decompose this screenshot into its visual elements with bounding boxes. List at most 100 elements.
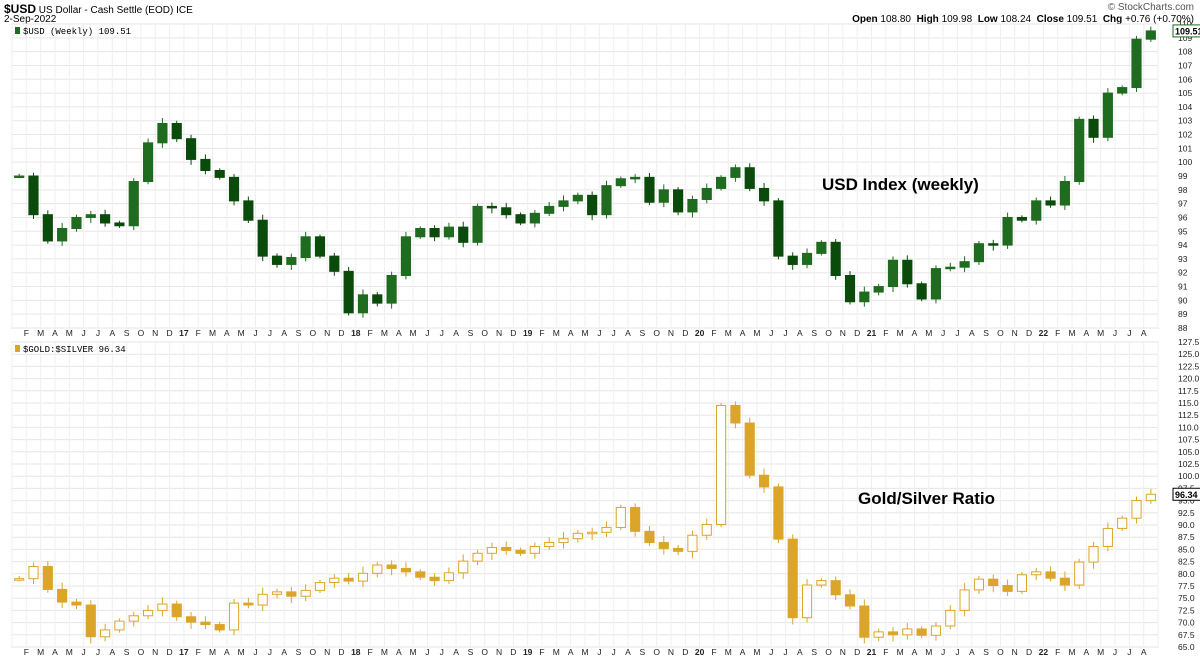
ratio-x-tick-label: J: [597, 647, 601, 657]
usd-candle: [128, 178, 139, 231]
ratio-candle-body: [400, 567, 412, 573]
ratio-candle-body: [185, 616, 197, 623]
ratio-x-tick-label: A: [453, 647, 459, 657]
ratio-x-tick-label: 21: [867, 647, 877, 657]
usd-candle: [658, 184, 669, 208]
ratio-x-tick-label: S: [296, 647, 302, 657]
usd-candle-body: [1088, 118, 1099, 138]
symbol: $USD: [4, 2, 37, 16]
ratio-x-tick-label: S: [468, 647, 474, 657]
ratio-x-tick-label: N: [496, 647, 502, 657]
usd-candle-body: [143, 142, 154, 183]
usd-candle-body: [945, 266, 956, 270]
ratio-x-tick-label: N: [324, 647, 330, 657]
ratio-x-tick-label: F: [883, 647, 888, 657]
ratio-x-tick-label: J: [268, 647, 272, 657]
usd-candle-body: [257, 219, 268, 257]
ratio-x-tick-label: A: [797, 647, 803, 657]
usd-x-tick-label: J: [440, 328, 444, 338]
ratio-candle-body: [243, 602, 254, 606]
usd-x-tick-label: D: [1026, 328, 1032, 338]
ratio-candle: [171, 600, 182, 621]
ratio-candle: [887, 627, 899, 642]
ratio-candle: [1002, 579, 1013, 597]
ratio-candle-body: [343, 577, 354, 582]
ratio-y-tick-label: 115.0: [1178, 398, 1199, 408]
usd-candle: [443, 222, 454, 240]
usd-x-tick-label: J: [1127, 328, 1131, 338]
ratio-x-tick-label: S: [983, 647, 989, 657]
ratio-x-tick-label: F: [196, 647, 201, 657]
usd-x-tick-label: S: [124, 328, 130, 338]
ratio-candle-body: [687, 534, 698, 552]
ratio-x-tick-label: A: [281, 647, 287, 657]
ratio-candle-body: [443, 572, 454, 582]
usd-y-tick-label: 102: [1178, 130, 1192, 140]
usd-x-tick-label: M: [925, 328, 932, 338]
ratio-candle: [687, 530, 698, 559]
ratio-x-tick-label: A: [396, 647, 402, 657]
usd-candle: [286, 253, 297, 270]
ratio-candle-body: [673, 547, 684, 552]
usd-candle-body: [372, 294, 383, 304]
usd-candle-body: [544, 205, 555, 214]
usd-x-tick-label: J: [96, 328, 100, 338]
usd-candle-body: [902, 259, 913, 285]
ratio-candle-body: [716, 404, 727, 526]
ratio-candle: [844, 589, 856, 610]
change-label: Chg: [1102, 14, 1123, 25]
usd-x-tick-label: F: [196, 328, 201, 338]
ratio-x-tick-label: A: [969, 647, 975, 657]
usd-candle: [71, 214, 82, 232]
ratio-candle-body: [844, 594, 856, 607]
usd-candle-body: [472, 205, 483, 243]
usd-candle-body: [687, 198, 698, 213]
usd-candle: [501, 202, 512, 219]
usd-candle-body: [1031, 200, 1042, 221]
usd-candle: [687, 195, 698, 218]
ratio-candle: [730, 401, 741, 429]
ratio-x-tick-label: J: [612, 647, 616, 657]
usd-candle: [200, 154, 211, 175]
symbol-description: US Dollar - Cash Settle (EOD): [38, 5, 174, 16]
ratio-x-tick-label: O: [138, 647, 145, 657]
ratio-candle-body: [28, 565, 39, 580]
ratio-candle: [1074, 558, 1085, 590]
usd-x-tick-label: 22: [1039, 328, 1049, 338]
usd-candle-body: [787, 255, 798, 265]
usd-y-tick-label: 105: [1178, 88, 1192, 98]
ratio-y-tick-label: 75.0: [1178, 593, 1195, 603]
chart-header: $USD US Dollar - Cash Settle (EOD) ICE: [4, 2, 193, 16]
ratio-x-tick-label: 22: [1039, 647, 1049, 657]
ratio-x-tick-label: M: [1097, 647, 1104, 657]
ratio-candle: [945, 605, 956, 630]
usd-candle: [386, 271, 397, 309]
ratio-candle-body: [773, 486, 784, 540]
ratio-last-value-text: 96.34: [1175, 490, 1198, 500]
usd-candle: [787, 252, 798, 270]
ratio-candle-body: [859, 605, 870, 638]
ratio-x-tick-label: M: [553, 647, 560, 657]
usd-candle-body: [529, 212, 540, 224]
usd-index-panel[interactable]: 88 89 90 91 92 93 94 95 96 97 98 99 100 101 102 103 104 1…: [11, 19, 1200, 338]
ratio-y-tick-label: 70.0: [1178, 618, 1195, 628]
usd-candle: [544, 202, 555, 217]
ratio-y-tick-label: 122.5: [1178, 361, 1200, 371]
ratio-candle-body: [701, 524, 712, 536]
ratio-x-tick-label: M: [381, 647, 388, 657]
ratio-x-tick-label: J: [1113, 647, 1117, 657]
gold-silver-ratio-panel[interactable]: 65.0 67.5 70.0 72.5 75.0 77.5 80.0 82.5 85.0 87.5…: [11, 337, 1200, 657]
usd-candle: [271, 253, 283, 268]
ratio-candle-body: [472, 552, 483, 562]
ratio-candle: [572, 529, 583, 543]
usd-candle: [257, 214, 268, 262]
usd-candle: [859, 286, 870, 307]
usd-candle: [114, 220, 125, 228]
usd-x-tick-label: J: [268, 328, 272, 338]
usd-last-value-text: 109.51: [1175, 26, 1200, 36]
ratio-y-tick-label: 117.5: [1178, 386, 1199, 396]
usd-x-tick-label: N: [324, 328, 330, 338]
ratio-candle-body: [42, 565, 53, 590]
open-label: Open: [852, 14, 878, 25]
